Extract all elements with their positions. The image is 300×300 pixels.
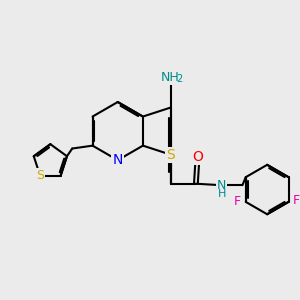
- Text: O: O: [192, 150, 203, 164]
- Text: N: N: [112, 153, 123, 167]
- Text: NH: NH: [161, 70, 180, 83]
- Text: N: N: [217, 179, 226, 192]
- Text: H: H: [218, 190, 226, 200]
- Text: S: S: [166, 148, 175, 162]
- Text: F: F: [293, 194, 300, 207]
- Text: S: S: [36, 169, 44, 182]
- Text: F: F: [234, 195, 241, 208]
- Text: 2: 2: [176, 74, 183, 84]
